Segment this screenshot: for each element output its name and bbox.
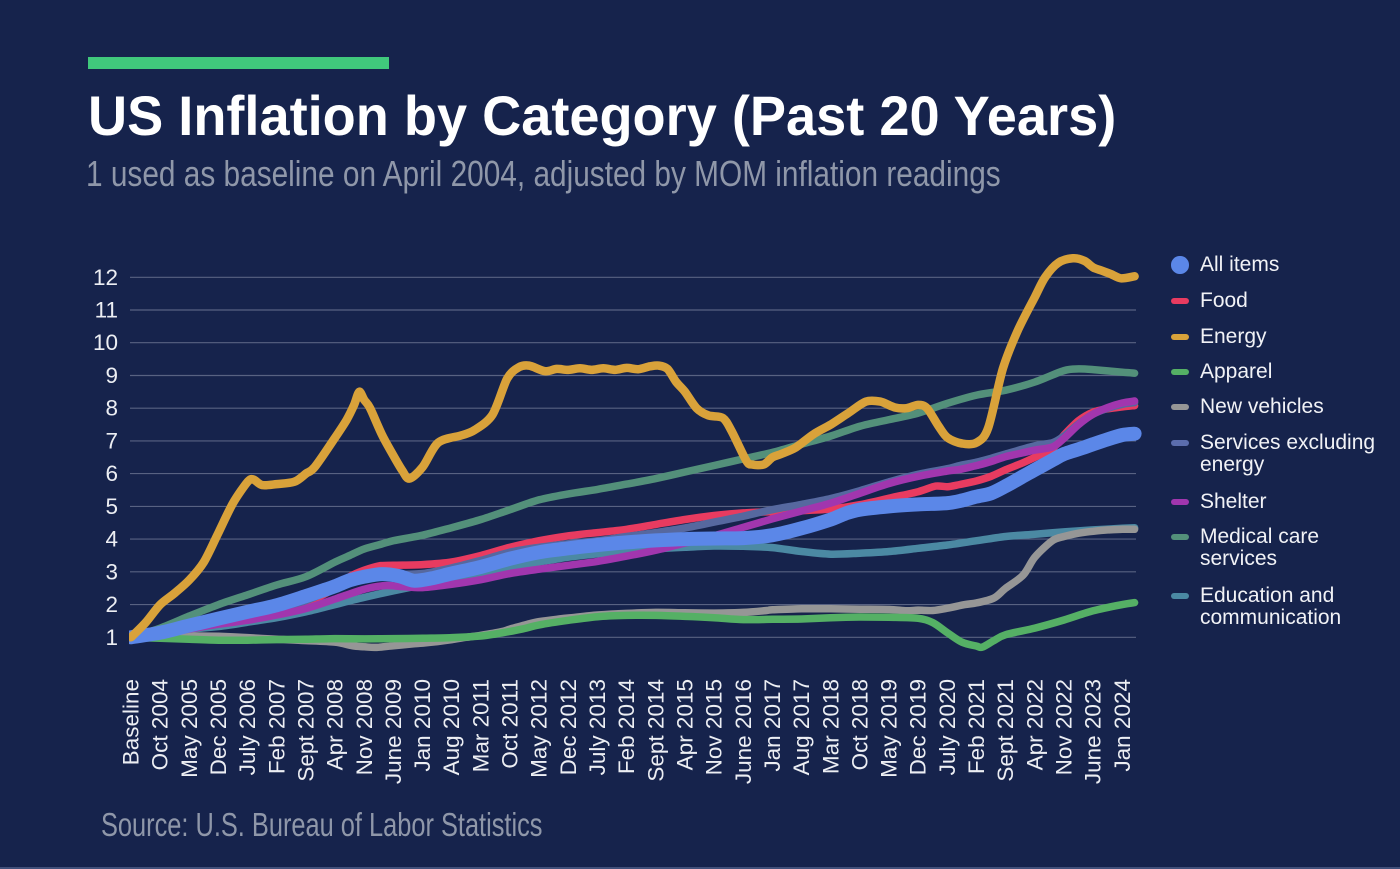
- svg-text:11: 11: [95, 298, 118, 323]
- svg-text:Dec 2019: Dec 2019: [906, 679, 931, 775]
- svg-text:Mar 2011: Mar 2011: [468, 679, 493, 772]
- svg-text:Aug 2017: Aug 2017: [789, 679, 814, 775]
- svg-text:June 2009: June 2009: [381, 679, 406, 784]
- svg-text:Sept 2021: Sept 2021: [993, 679, 1018, 782]
- svg-text:Apr 2015: Apr 2015: [673, 679, 698, 770]
- svg-text:10: 10: [93, 330, 118, 355]
- svg-text:3: 3: [105, 559, 118, 584]
- svg-text:6: 6: [105, 461, 118, 486]
- svg-text:Nov 2008: Nov 2008: [352, 679, 377, 775]
- svg-text:Mar 2018: Mar 2018: [818, 679, 843, 774]
- svg-text:July 2020: July 2020: [935, 679, 960, 775]
- svg-text:Oct 2004: Oct 2004: [148, 679, 173, 770]
- svg-text:Feb 2007: Feb 2007: [264, 679, 289, 774]
- svg-text:Sept 2007: Sept 2007: [293, 679, 318, 782]
- svg-text:July 2006: July 2006: [235, 679, 260, 775]
- svg-text:Dec 2012: Dec 2012: [556, 679, 581, 775]
- svg-text:Apr 2022: Apr 2022: [1022, 679, 1047, 770]
- svg-text:12: 12: [93, 265, 118, 290]
- svg-text:Baseline: Baseline: [119, 679, 144, 765]
- svg-text:Nov 2022: Nov 2022: [1052, 679, 1077, 775]
- svg-text:July 2013: July 2013: [585, 679, 610, 775]
- svg-text:4: 4: [105, 527, 118, 552]
- svg-text:Apr 2008: Apr 2008: [323, 679, 348, 770]
- svg-text:June 2016: June 2016: [731, 679, 756, 784]
- svg-text:Sept 2014: Sept 2014: [643, 679, 668, 782]
- svg-text:May 2012: May 2012: [527, 679, 552, 778]
- svg-text:Oct 2011: Oct 2011: [498, 679, 523, 769]
- svg-text:5: 5: [105, 494, 118, 519]
- svg-text:7: 7: [105, 428, 118, 453]
- svg-text:June 2023: June 2023: [1081, 679, 1106, 784]
- svg-text:Jan 2017: Jan 2017: [760, 679, 785, 772]
- svg-text:Jan 2010: Jan 2010: [410, 679, 435, 772]
- svg-text:Oct 2018: Oct 2018: [847, 679, 872, 770]
- svg-text:Jan 2024: Jan 2024: [1110, 679, 1135, 772]
- svg-text:Feb 2014: Feb 2014: [614, 679, 639, 774]
- svg-text:May 2019: May 2019: [877, 679, 902, 778]
- svg-text:9: 9: [105, 363, 118, 388]
- svg-text:2: 2: [105, 592, 118, 617]
- svg-text:1: 1: [105, 625, 118, 650]
- svg-text:May 2005: May 2005: [177, 679, 202, 778]
- svg-text:Feb 2021: Feb 2021: [964, 679, 989, 774]
- svg-text:Dec 2005: Dec 2005: [206, 679, 231, 775]
- svg-text:8: 8: [105, 396, 118, 421]
- svg-text:Nov 2015: Nov 2015: [702, 679, 727, 775]
- svg-text:Aug 2010: Aug 2010: [439, 679, 464, 775]
